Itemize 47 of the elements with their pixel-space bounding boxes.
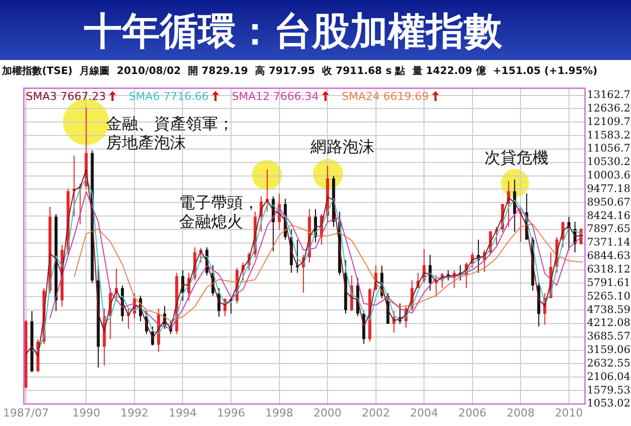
x-tick-label: 1990 <box>72 406 100 420</box>
x-tick-label: 2006 <box>458 406 486 420</box>
y-tick-label: 11583.2 <box>587 129 630 142</box>
y-tick-label: 8424.16 <box>587 210 631 222</box>
y-tick-label: 10003.6 <box>587 170 631 182</box>
chart-title: 十年循環：台股加權指數 <box>84 8 502 55</box>
text: SMA24 6619.69 <box>342 90 429 104</box>
text: SMA6 7716.66 <box>128 90 209 104</box>
y-tick-label: 1579.53 <box>587 384 630 396</box>
annotation: 金融、資產領軍；房地產泡沫 <box>106 114 236 152</box>
x-tick-label: 1998 <box>265 406 294 420</box>
annotation: 電子帶頭，金融熄火 <box>179 193 260 232</box>
y-tick-label: 12109.7 <box>587 116 630 128</box>
y-tick-label: 6318.12 <box>587 264 630 276</box>
x-tick-label: 1994 <box>168 406 197 420</box>
y-tick-label: 7897.65 <box>587 223 630 236</box>
y-tick-label: 2106.04 <box>587 370 631 383</box>
x-tick-label: 1987/07 <box>3 406 49 420</box>
y-tick-label: 3159.06 <box>587 344 631 356</box>
y-tick-label: 5265.10 <box>587 290 630 302</box>
y-tick-label: 1053.02 <box>587 398 630 410</box>
y-tick-label: 7371.14 <box>587 236 631 249</box>
x-tick-label: 2002 <box>362 406 390 420</box>
annotation: 網路泡沫 <box>310 136 375 156</box>
y-tick-label: 12636.2 <box>587 102 630 114</box>
y-tick-label: 5791.61 <box>587 276 630 289</box>
y-tick-label: 4738.59 <box>587 304 630 316</box>
x-tick-label: 2000 <box>314 406 342 420</box>
y-tick-label: 11056.7 <box>587 142 630 155</box>
text: SMA3 7667.23 <box>26 90 106 104</box>
y-tick-label: 10530.2 <box>587 156 630 168</box>
chart-subtitle: 加權指數(TSE) 月線圖 2010/08/02 開 7829.19 高 7917.95 收 7911.68 s 點 量 1422.09 億 +151.05 (+1.95%) <box>2 64 598 78</box>
x-tick-label: 2008 <box>506 406 535 420</box>
y-tick-label: 2632.55 <box>587 357 630 370</box>
candlestick <box>428 254 432 292</box>
x-tick-label: 1996 <box>217 406 246 420</box>
y-tick-label: 13162.7 <box>587 89 630 102</box>
annotation: 次貸危機 <box>484 148 549 166</box>
y-tick-label: 4212.08 <box>587 317 630 330</box>
x-tick-label: 1992 <box>120 406 148 420</box>
y-tick-label: 9477.18 <box>587 182 630 195</box>
y-tick-label: 3685.57 <box>587 330 630 343</box>
text: SMA12 7666.34 <box>232 90 319 104</box>
x-tick-label: 2010 <box>554 406 583 420</box>
y-tick-label: 8950.67 <box>587 196 630 208</box>
y-tick-label: 6844.63 <box>587 250 630 262</box>
x-tick-label: 2004 <box>410 406 438 420</box>
